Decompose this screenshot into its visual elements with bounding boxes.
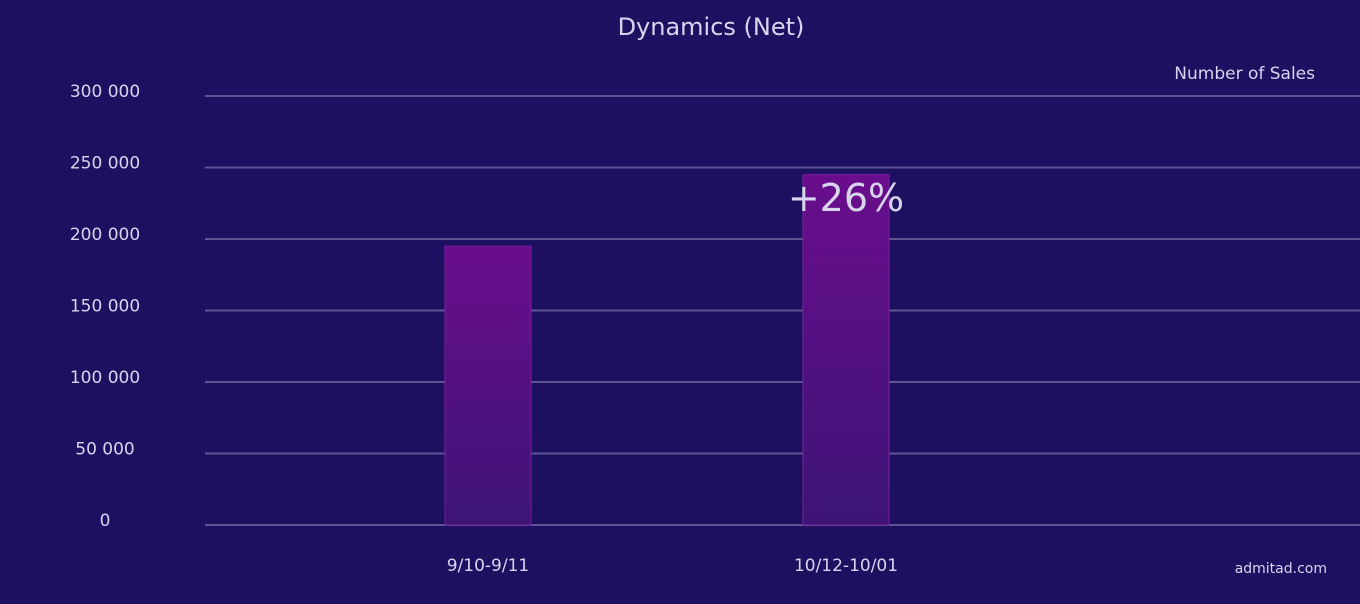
watermark: admitad.com [1235, 561, 1327, 577]
y-tick-label: 150 000 [70, 297, 140, 317]
y-tick-label: 300 000 [70, 82, 140, 102]
bar [802, 174, 890, 526]
y-tick-label: 50 000 [75, 440, 134, 460]
y-tick-label: 250 000 [70, 154, 140, 174]
series-label: Number of Sales [1174, 64, 1315, 84]
change-label: +26% [788, 176, 904, 220]
y-tick-label: 100 000 [70, 368, 140, 388]
chart-title: Dynamics (Net) [618, 13, 805, 41]
x-tick-label: 9/10-9/11 [447, 556, 530, 576]
y-tick-label: 0 [100, 511, 111, 531]
x-tick-label: 10/12-10/01 [794, 556, 898, 576]
y-tick-label: 200 000 [70, 225, 140, 245]
bar [444, 245, 532, 526]
